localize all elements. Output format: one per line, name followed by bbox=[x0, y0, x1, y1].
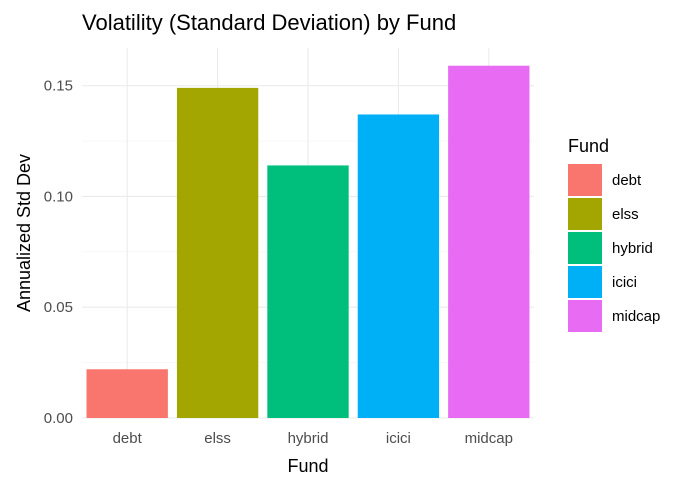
legend-label: debt bbox=[612, 172, 642, 189]
legend-label: elss bbox=[612, 206, 639, 223]
x-tick-label: icici bbox=[386, 430, 411, 447]
legend-label: midcap bbox=[612, 308, 660, 325]
x-tick-label: debt bbox=[113, 430, 143, 447]
legend: Fund debt elss hybrid icici midcap bbox=[568, 136, 660, 332]
legend-title: Fund bbox=[568, 136, 609, 156]
legend-key-elss bbox=[568, 198, 602, 230]
legend-label: icici bbox=[612, 274, 637, 291]
x-axis-title: Fund bbox=[287, 456, 328, 476]
legend-key-hybrid bbox=[568, 232, 602, 264]
legend-key-debt bbox=[568, 164, 602, 196]
y-tick-label: 0.15 bbox=[44, 78, 73, 95]
plot-area: 0.00 0.05 0.10 0.15 debt elss hybrid icici midca… bbox=[44, 48, 534, 447]
x-tick-label: midcap bbox=[465, 430, 513, 447]
bar-elss bbox=[176, 87, 259, 418]
y-tick-label: 0.10 bbox=[44, 188, 73, 205]
x-tick-label: hybrid bbox=[288, 430, 329, 447]
x-tick-label: elss bbox=[204, 430, 231, 447]
chart-title: Volatility (Standard Deviation) by Fund bbox=[82, 10, 456, 35]
bar-midcap bbox=[448, 65, 530, 418]
y-axis-title: Annualized Std Dev bbox=[14, 154, 34, 312]
bar-hybrid bbox=[267, 165, 349, 418]
legend-key-midcap bbox=[568, 300, 602, 332]
bar-debt bbox=[86, 369, 168, 418]
y-tick-label: 0.05 bbox=[44, 299, 73, 316]
y-tick-label: 0.00 bbox=[44, 410, 73, 427]
legend-label: hybrid bbox=[612, 240, 653, 257]
bar-icici bbox=[357, 114, 440, 418]
legend-key-icici bbox=[568, 266, 602, 298]
